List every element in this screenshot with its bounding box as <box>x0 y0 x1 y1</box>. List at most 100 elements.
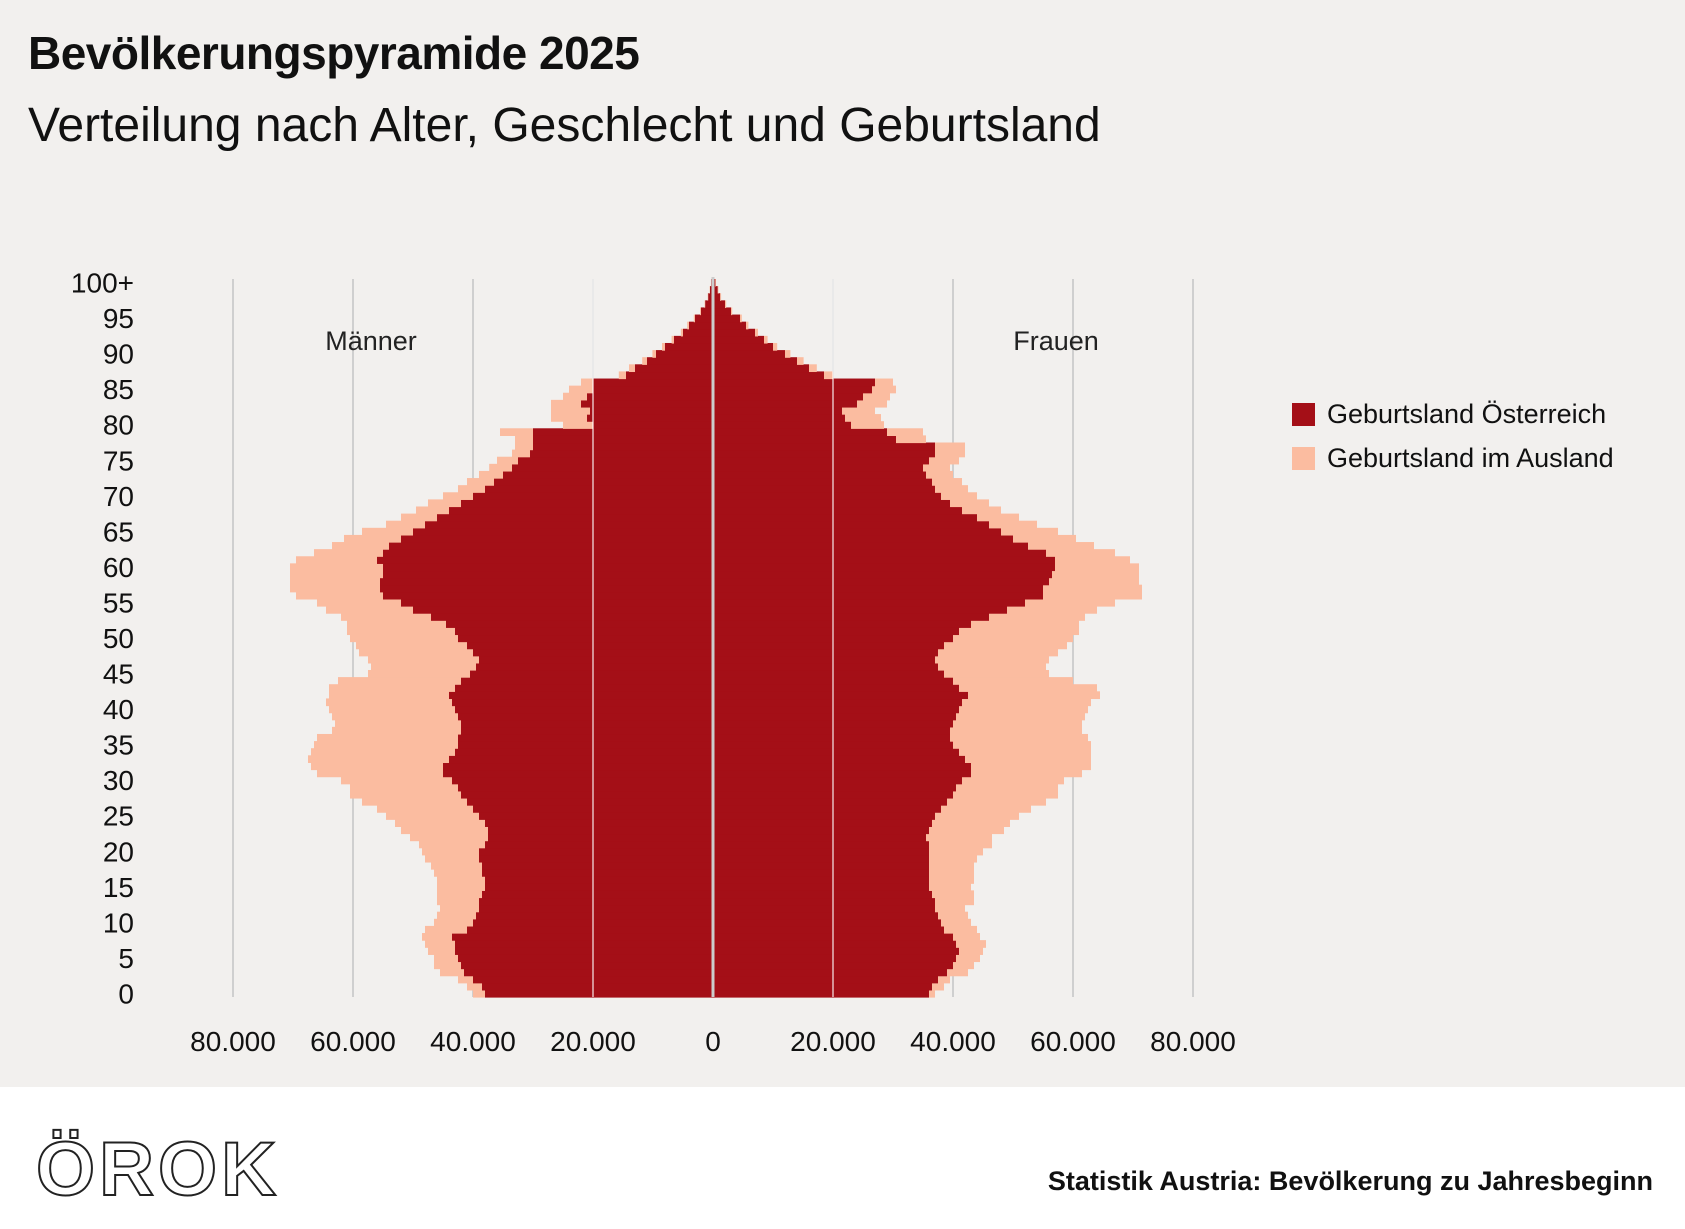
bar-male-abroad <box>437 876 485 884</box>
bar-female-abroad <box>929 861 974 870</box>
bar-male-abroad <box>700 307 701 316</box>
bar-male-abroad <box>642 357 647 365</box>
bar-male-abroad <box>350 634 458 643</box>
bar-female-abroad <box>962 776 1064 785</box>
bar-female-abroad <box>896 435 926 444</box>
bar-female-abroad <box>923 463 950 472</box>
bar-male-abroad <box>563 392 587 401</box>
bar-male-austria <box>455 627 713 636</box>
bar-male-austria <box>479 904 713 913</box>
bar-male-austria <box>482 890 713 899</box>
bar-male-austria <box>695 314 713 323</box>
bar-female-abroad <box>953 741 1091 749</box>
bar-male-austria <box>705 300 713 309</box>
bar-female-abroad <box>842 406 875 415</box>
bar-female-abroad <box>959 684 1097 692</box>
bar-male-abroad <box>479 470 503 479</box>
bar-male-austria <box>458 741 713 749</box>
bar-male-austria <box>452 933 713 941</box>
bar-female-abroad <box>764 335 768 344</box>
bar-female-austria <box>713 314 740 323</box>
bar-male-abroad <box>458 975 473 984</box>
bar-female-austria <box>713 350 785 358</box>
bar-male-abroad <box>497 456 518 465</box>
bar-female-abroad <box>773 342 778 351</box>
bar-female-abroad <box>989 613 1085 621</box>
bar-female-austria <box>713 549 1046 557</box>
bar-female-austria <box>713 762 971 771</box>
bar-female-abroad <box>947 968 968 977</box>
bar-male-austria <box>482 861 713 870</box>
bar-female-austria <box>713 342 773 351</box>
bar-male-austria <box>461 961 713 970</box>
bar-female-abroad <box>932 890 974 899</box>
bar-female-austria <box>713 542 1028 550</box>
y-tick-label: 40 <box>103 694 134 725</box>
bar-male-austria <box>446 620 713 628</box>
bar-male-abroad <box>350 790 461 799</box>
bar-male-austria <box>455 684 713 692</box>
bar-female-abroad <box>929 989 935 998</box>
bar-female-abroad <box>950 733 1088 742</box>
bar-male-abroad <box>416 506 449 515</box>
bar-male-abroad <box>362 797 467 806</box>
bar-female-austria <box>713 414 845 422</box>
bar-female-abroad <box>1025 598 1115 607</box>
x-tick-labels: 80.000 60.000 40.000 20.000 0 20.000 40.000 60.… <box>190 1026 1236 1057</box>
bar-female-abroad <box>938 662 1046 671</box>
bar-female-abroad <box>953 961 974 970</box>
bar-female-abroad <box>944 641 1067 650</box>
bar-female-abroad <box>953 719 1082 728</box>
bar-male-austria <box>461 719 713 728</box>
bar-female-abroad <box>824 371 833 380</box>
bar-female-abroad <box>953 677 1073 685</box>
bar-female-austria <box>713 478 932 486</box>
bar-male-abroad <box>425 925 467 934</box>
y-tick-label: 95 <box>103 303 134 334</box>
x-tick-label: 80.000 <box>190 1026 276 1057</box>
bar-female-abroad <box>953 634 1073 643</box>
bar-outline <box>592 279 834 997</box>
x-tick-label: 80.000 <box>1150 1026 1236 1057</box>
bar-male-abroad <box>335 719 461 728</box>
bar-male-abroad <box>437 911 476 920</box>
bar-male-abroad <box>437 890 482 899</box>
bar-female-austria <box>713 321 746 330</box>
bar-male-austria <box>467 641 713 650</box>
bar-female-austria <box>713 399 857 408</box>
bar-female-austria <box>713 769 971 778</box>
bar-male-austria <box>380 577 713 586</box>
bar-male-abroad <box>551 414 587 422</box>
population-pyramid: 80.000 60.000 40.000 20.000 0 20.000 40.000 60.… <box>71 268 1236 1057</box>
bar-female-austria <box>713 904 935 913</box>
bar-female-abroad <box>926 470 953 479</box>
bar-male-abroad <box>425 940 455 948</box>
bar-female-austria <box>713 442 935 451</box>
bar-male-austria <box>683 328 713 337</box>
oerok-logo: ÖROK <box>35 1127 280 1212</box>
bar-male-abroad <box>386 812 479 820</box>
bar-female-austria <box>713 406 842 415</box>
bar-female-austria <box>713 662 938 671</box>
bar-male-austria <box>533 428 713 436</box>
bar-male-austria <box>665 342 713 351</box>
bar-female-abroad <box>929 456 959 465</box>
bars <box>290 279 1142 998</box>
bar-female-abroad <box>962 506 1001 515</box>
bar-male-abroad <box>329 705 455 714</box>
bar-male-abroad <box>440 968 464 977</box>
bar-male-abroad <box>296 591 383 600</box>
bar-female-austria <box>713 805 941 813</box>
bar-female-austria <box>713 947 959 955</box>
bar-male-austria <box>377 556 713 564</box>
bar-female-abroad <box>731 307 733 316</box>
y-tick-label: 80 <box>103 410 134 441</box>
x-tick-label: 40.000 <box>910 1026 996 1057</box>
bar-male-austria <box>476 662 713 671</box>
y-tick-label: 0 <box>118 978 134 1009</box>
y-tick-label: 65 <box>103 516 134 547</box>
bar-female-austria <box>713 975 938 984</box>
bar-male-austria <box>458 733 713 742</box>
bar-female-abroad <box>971 769 1082 778</box>
bar-female-abroad <box>887 428 923 436</box>
